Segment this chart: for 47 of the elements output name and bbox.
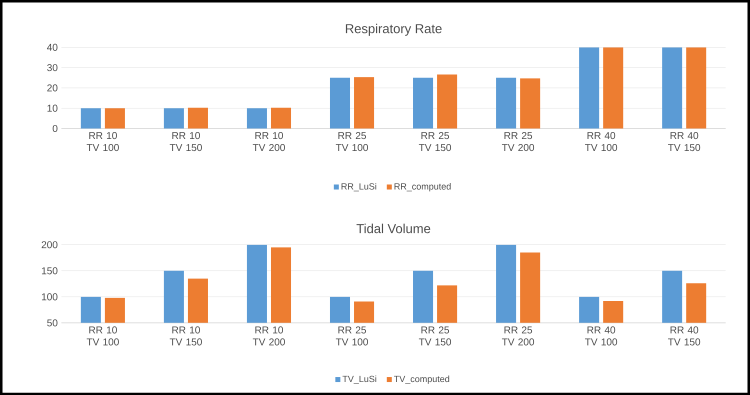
bar (80, 108, 101, 128)
y-tick-label: 0 (52, 124, 58, 132)
bar (662, 47, 682, 128)
bar (686, 47, 706, 128)
y-tick-label: 150 (42, 267, 58, 274)
y-tick-label: 100 (42, 293, 58, 300)
x-tick-label: RR 40 TV 100 (584, 326, 618, 346)
legend-label: TV_computed (394, 375, 450, 384)
x-tick-label: RR 25 TV 200 (502, 326, 534, 346)
bar (104, 108, 125, 128)
x-tick-label: RR 10 TV 200 (252, 326, 285, 346)
y-tick-label: 40 (46, 44, 58, 51)
chart-title: Tidal Volume (356, 224, 430, 234)
x-tick-label: RR 10 TV 100 (86, 132, 119, 151)
bar (164, 108, 184, 128)
y-tick-label: 30 (47, 64, 58, 72)
legend-label: TV_LuSi (342, 375, 376, 384)
x-tick-label: RR 25 TV 150 (418, 326, 452, 346)
x-tick-label: RR 40 TV 100 (584, 132, 618, 151)
bar (270, 108, 292, 128)
bar (413, 78, 434, 128)
bar (246, 108, 267, 128)
bar (437, 74, 458, 128)
x-tick-label: RR 10 TV 100 (86, 326, 119, 346)
x-tick-label: RR 25 TV 150 (418, 132, 452, 151)
bar (579, 47, 600, 128)
x-tick-label: RR 25 TV 100 (336, 326, 368, 346)
legend-label: RR_computed (394, 182, 451, 192)
bar (496, 78, 516, 128)
bar (330, 78, 350, 128)
bar (520, 78, 540, 128)
y-tick-label: 20 (47, 84, 58, 92)
y-tick-label: 50 (47, 319, 58, 326)
chart-title: Respiratory Rate (346, 24, 442, 36)
legend-label: RR_LuSi (342, 182, 376, 192)
x-tick-label: RR 10 TV 150 (170, 326, 202, 346)
x-tick-label: RR 25 TV 200 (502, 132, 534, 151)
y-tick-label: 200 (42, 241, 58, 248)
bar (188, 108, 208, 128)
x-tick-label: RR 10 TV 200 (252, 132, 285, 151)
bar (354, 77, 374, 128)
x-tick-label: RR 10 TV 150 (170, 132, 202, 151)
x-tick-label: RR 25 TV 100 (336, 132, 368, 151)
bar (603, 47, 624, 128)
y-tick-label: 10 (48, 104, 58, 112)
x-tick-label: RR 40 TV 150 (668, 132, 700, 151)
x-tick-label: RR 40 TV 150 (668, 326, 700, 346)
